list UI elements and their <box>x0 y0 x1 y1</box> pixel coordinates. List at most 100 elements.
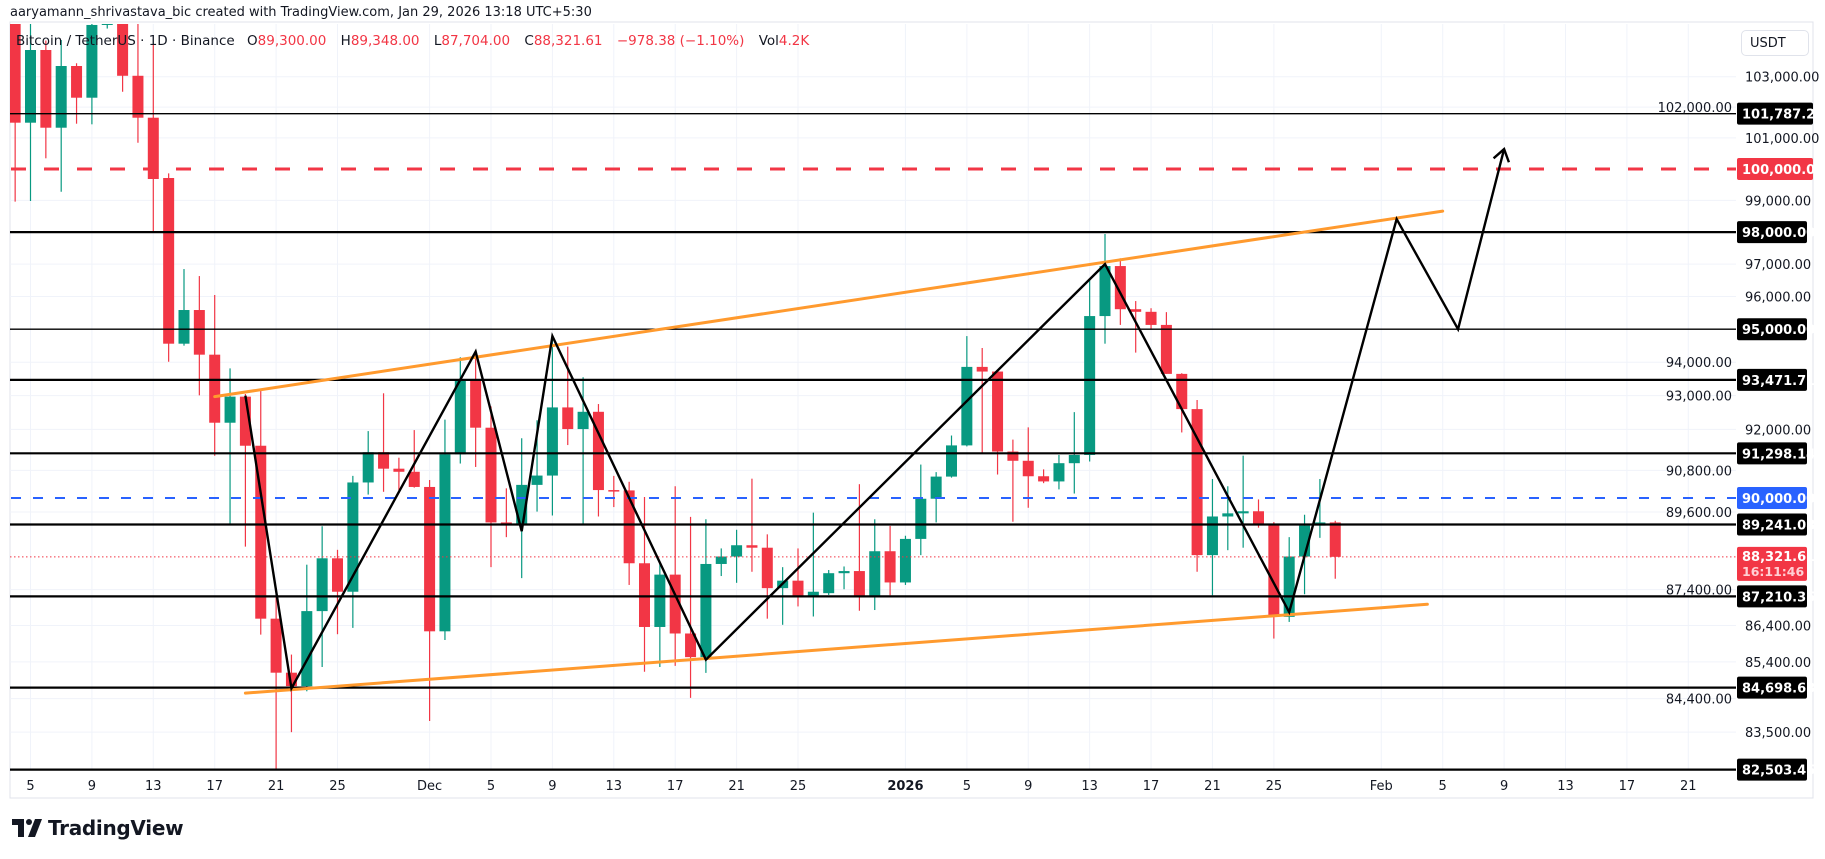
chart-frame <box>9 21 1814 799</box>
zigzag-projection-path[interactable] <box>244 148 1506 692</box>
candle <box>101 24 113 29</box>
candle-body <box>807 591 819 597</box>
candle <box>285 654 297 733</box>
candle-body <box>1176 373 1188 410</box>
candle <box>853 484 865 611</box>
channel-trendline[interactable] <box>243 602 1429 695</box>
price-axis-label: 86,400.00 <box>1745 620 1811 635</box>
level-price-label: 82,503.45 <box>1737 758 1815 781</box>
price-axis-label: 102,000.00 <box>1658 101 1732 116</box>
level-label-bg <box>1737 758 1807 781</box>
volume-value: 4.2K <box>778 33 810 49</box>
candle-body <box>10 24 21 123</box>
candle <box>1022 427 1034 508</box>
candle <box>976 347 988 453</box>
candle-body <box>623 490 635 564</box>
candle <box>639 497 650 672</box>
candle <box>209 294 221 456</box>
candle-body <box>25 49 36 123</box>
tradingview-logo[interactable]: TradingView <box>12 816 184 840</box>
price-axis-label: 90,800.00 <box>1666 464 1732 479</box>
candle-body <box>408 471 420 487</box>
candle <box>884 525 896 596</box>
candle <box>454 357 466 464</box>
candle <box>301 564 313 692</box>
candle-body <box>209 354 221 423</box>
candle <box>224 368 236 524</box>
symbol-name[interactable]: Bitcoin / TetherUS · 1D · Binance <box>16 33 235 49</box>
candle-body <box>685 633 697 658</box>
candle-body <box>1084 316 1096 455</box>
candle <box>807 512 819 617</box>
candle <box>1329 520 1341 579</box>
level-label-bg <box>1737 102 1813 125</box>
time-axis-label: 13 <box>1081 779 1098 794</box>
candle-body <box>393 468 405 472</box>
candle <box>1099 234 1111 344</box>
candle-body <box>193 310 205 355</box>
candle <box>899 535 911 585</box>
level-label-text: 91,298.14 <box>1742 447 1815 462</box>
level-price-label: 90,000.00 <box>1737 487 1815 510</box>
candle-body <box>838 571 850 574</box>
level-price-label: 95,000.00 <box>1737 318 1815 341</box>
current-price-bg <box>1737 546 1807 581</box>
candle <box>685 516 697 698</box>
candle <box>516 438 528 579</box>
candle <box>347 475 359 628</box>
time-axis-label: 25 <box>1266 779 1283 794</box>
candle-body <box>55 66 67 128</box>
price-axis-label: 96,000.00 <box>1745 290 1811 305</box>
level-label-text: 87,210.35 <box>1742 590 1815 605</box>
candle-body <box>101 24 113 25</box>
time-axis-label: 5 <box>1439 779 1447 794</box>
candle <box>485 406 497 568</box>
candle <box>1038 469 1050 484</box>
arrowhead-icon <box>1492 147 1511 163</box>
candle <box>1191 400 1203 572</box>
level-label-text: 82,503.45 <box>1742 764 1815 779</box>
currency-button[interactable]: USDT <box>1741 30 1809 56</box>
candle <box>1053 454 1065 490</box>
candle <box>562 346 574 446</box>
candle-body <box>884 551 896 583</box>
candle-body <box>1206 516 1218 556</box>
time-axis-label: 21 <box>1204 779 1221 794</box>
candle <box>117 24 129 92</box>
candle-body <box>792 580 804 597</box>
level-price-label: 84,698.63 <box>1737 676 1815 699</box>
time-axis-label: 9 <box>1500 779 1508 794</box>
candle <box>147 43 159 232</box>
candle-body <box>1160 324 1172 374</box>
candle <box>761 534 773 619</box>
level-price-label: 93,471.71 <box>1737 368 1815 391</box>
price-axis-label: 94,000.00 <box>1666 356 1732 371</box>
level-price-label: 91,298.14 <box>1737 442 1815 465</box>
price-axis-label: 92,000.00 <box>1745 423 1811 438</box>
candle-body <box>1022 460 1034 477</box>
candle-body <box>1007 451 1019 461</box>
candle-body <box>516 484 528 524</box>
candle <box>1237 455 1249 548</box>
channel-trendline[interactable] <box>213 209 1445 399</box>
candle <box>1007 439 1019 522</box>
candle <box>40 40 52 159</box>
time-axis-label: 21 <box>1680 779 1697 794</box>
candle-body <box>86 24 98 98</box>
candle <box>1160 312 1172 374</box>
level-label-text: 90,000.00 <box>1742 492 1815 507</box>
candle-body <box>1130 309 1142 312</box>
time-axis-label: 13 <box>606 779 623 794</box>
level-price-label: 100,000.00 <box>1737 158 1824 180</box>
horizontal-levels <box>10 113 1736 771</box>
candle <box>669 486 681 666</box>
tradingview-logo-text: TradingView <box>48 816 184 840</box>
candle <box>731 529 743 583</box>
candle <box>961 336 973 447</box>
time-axis-label: Feb <box>1370 779 1393 794</box>
candle-body <box>378 452 390 469</box>
candle <box>869 519 881 611</box>
level-label-bg <box>1737 221 1807 244</box>
level-label-bg <box>1737 487 1807 510</box>
